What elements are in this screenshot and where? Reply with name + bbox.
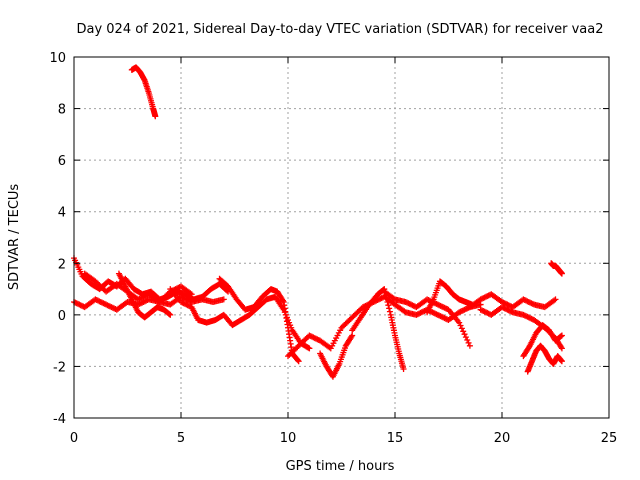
data-point — [461, 331, 468, 338]
data-point — [400, 366, 407, 373]
series-arc-h — [285, 293, 484, 360]
series-arc-i — [317, 332, 356, 380]
data-point — [462, 334, 469, 341]
data-point — [152, 113, 159, 120]
data-point — [294, 357, 301, 364]
data-point — [458, 325, 465, 332]
data-point — [349, 332, 356, 339]
series-arc-g — [216, 275, 302, 365]
x-axis-label: GPS time / hours — [286, 459, 395, 474]
y-tick-label: 6 — [58, 154, 66, 169]
data-point — [188, 291, 195, 298]
data-point — [279, 297, 286, 304]
x-tick-label: 5 — [177, 431, 185, 446]
data-series — [71, 64, 565, 380]
data-point — [551, 297, 558, 304]
data-point — [220, 296, 227, 303]
x-tick-label: 20 — [494, 431, 511, 446]
series-arc-q — [548, 260, 565, 277]
data-point — [460, 328, 467, 335]
data-point — [558, 358, 565, 365]
data-point — [465, 339, 472, 346]
data-point — [167, 311, 174, 318]
data-point — [552, 296, 559, 303]
data-point — [401, 308, 408, 315]
plot-frame — [73, 56, 610, 419]
axis-ticks: 0 5 10 15 20 25 -4 -2 0 2 4 6 8 10 — [49, 51, 617, 446]
series-arc-e — [128, 64, 159, 120]
y-axis-label: SDTVAR / TECUs — [7, 184, 22, 291]
chart-title: Day 024 of 2021, Sidereal Day-to-day VTE… — [76, 22, 603, 37]
data-point — [456, 319, 463, 326]
data-point — [187, 290, 194, 297]
data-point — [558, 344, 565, 351]
x-tick-label: 10 — [280, 431, 297, 446]
data-point — [390, 295, 397, 302]
y-tick-label: 10 — [49, 51, 66, 66]
data-point — [385, 302, 392, 309]
series-arc-m — [466, 291, 559, 311]
x-tick-label: 25 — [601, 431, 618, 446]
data-point — [386, 308, 393, 315]
data-point — [464, 336, 471, 343]
data-point — [558, 270, 565, 277]
series-arc-o — [524, 342, 565, 375]
y-tick-label: -4 — [53, 412, 66, 427]
series-arc-p — [520, 322, 565, 360]
y-tick-label: 0 — [58, 309, 66, 324]
data-point — [383, 295, 390, 302]
y-tick-label: 2 — [58, 257, 66, 272]
y-tick-label: 8 — [58, 103, 66, 118]
data-point — [295, 358, 302, 365]
x-tick-label: 0 — [70, 431, 78, 446]
data-point — [384, 298, 391, 305]
data-point — [386, 305, 393, 312]
data-point — [558, 332, 565, 339]
data-point — [457, 322, 464, 329]
series-arc-n — [477, 304, 565, 352]
series-arc-d — [115, 270, 174, 321]
y-tick-label: 4 — [58, 206, 66, 221]
data-point — [477, 301, 484, 308]
data-point — [306, 345, 313, 352]
data-point — [466, 342, 473, 349]
y-tick-label: -2 — [53, 360, 66, 375]
data-point — [558, 345, 565, 352]
x-tick-label: 15 — [387, 431, 404, 446]
data-point — [348, 333, 355, 340]
